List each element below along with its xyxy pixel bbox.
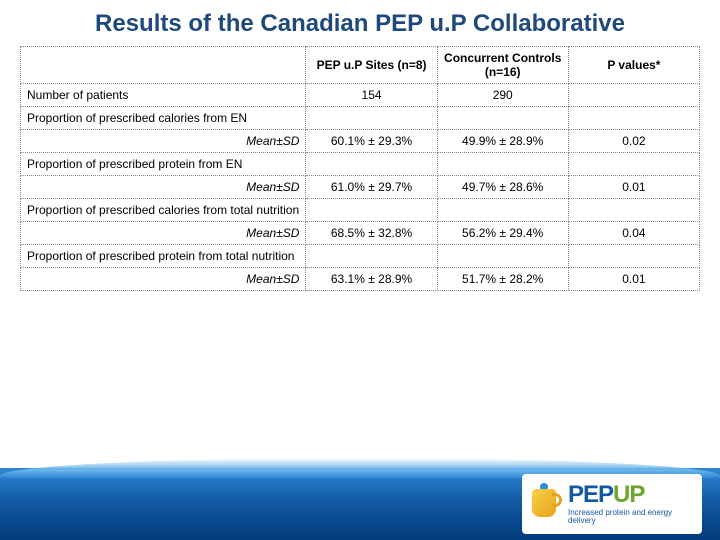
cell-c1	[306, 245, 437, 268]
table-row: Mean±SD60.1% ± 29.3%49.9% ± 28.9%0.02	[21, 130, 700, 153]
cell-c2	[437, 245, 568, 268]
cell-c3	[568, 153, 699, 176]
row-label: Proportion of prescribed calories from E…	[21, 107, 306, 130]
cell-c3	[568, 245, 699, 268]
cell-c3: 0.01	[568, 268, 699, 291]
cell-c2: 49.7% ± 28.6%	[437, 176, 568, 199]
th-controls: Concurrent Controls (n=16)	[437, 47, 568, 84]
cell-c1: 61.0% ± 29.7%	[306, 176, 437, 199]
footer-banner: PEPUP Increased protein and energy deliv…	[0, 468, 720, 540]
table-row: Number of patients154290	[21, 84, 700, 107]
cell-c2: 49.9% ± 28.9%	[437, 130, 568, 153]
table-row: Mean±SD61.0% ± 29.7%49.7% ± 28.6%0.01	[21, 176, 700, 199]
cup-icon	[530, 483, 562, 525]
th-pvalues: P values*	[568, 47, 699, 84]
cell-c1	[306, 199, 437, 222]
table-row: Proportion of prescribed calories from t…	[21, 199, 700, 222]
cell-c3: 0.02	[568, 130, 699, 153]
page-title: Results of the Canadian PEP u.P Collabor…	[0, 0, 720, 46]
cell-c2	[437, 199, 568, 222]
cell-c1: 60.1% ± 29.3%	[306, 130, 437, 153]
table-row: Proportion of prescribed calories from E…	[21, 107, 700, 130]
cell-c2: 290	[437, 84, 568, 107]
th-pep-sites: PEP u.P Sites (n=8)	[306, 47, 437, 84]
row-label: Proportion of prescribed protein from to…	[21, 245, 306, 268]
table-row: Mean±SD63.1% ± 28.9%51.7% ± 28.2%0.01	[21, 268, 700, 291]
pepup-logo: PEPUP Increased protein and energy deliv…	[522, 474, 702, 534]
cell-c1	[306, 107, 437, 130]
row-label: Mean±SD	[21, 130, 306, 153]
table-row: Proportion of prescribed protein from to…	[21, 245, 700, 268]
row-label: Mean±SD	[21, 222, 306, 245]
cell-c3	[568, 107, 699, 130]
logo-tagline: Increased protein and energy delivery	[568, 509, 694, 525]
table-row: Mean±SD68.5% ± 32.8%56.2% ± 29.4%0.04	[21, 222, 700, 245]
cell-c2	[437, 153, 568, 176]
row-label: Number of patients	[21, 84, 306, 107]
row-label: Mean±SD	[21, 268, 306, 291]
th-blank	[21, 47, 306, 84]
cell-c2: 56.2% ± 29.4%	[437, 222, 568, 245]
logo-green: UP	[613, 483, 644, 507]
cell-c1: 63.1% ± 28.9%	[306, 268, 437, 291]
cell-c3	[568, 199, 699, 222]
cell-c1: 154	[306, 84, 437, 107]
cell-c2	[437, 107, 568, 130]
cell-c3	[568, 84, 699, 107]
row-label: Mean±SD	[21, 176, 306, 199]
cell-c3: 0.04	[568, 222, 699, 245]
row-label: Proportion of prescribed calories from t…	[21, 199, 306, 222]
table-row: Proportion of prescribed protein from EN	[21, 153, 700, 176]
cell-c3: 0.01	[568, 176, 699, 199]
logo-text: PEPUP Increased protein and energy deliv…	[568, 483, 694, 525]
results-table: PEP u.P Sites (n=8) Concurrent Controls …	[20, 46, 700, 291]
cell-c2: 51.7% ± 28.2%	[437, 268, 568, 291]
row-label: Proportion of prescribed protein from EN	[21, 153, 306, 176]
cell-c1	[306, 153, 437, 176]
table-header-row: PEP u.P Sites (n=8) Concurrent Controls …	[21, 47, 700, 84]
cell-c1: 68.5% ± 32.8%	[306, 222, 437, 245]
logo-blue: PEP	[568, 483, 613, 507]
